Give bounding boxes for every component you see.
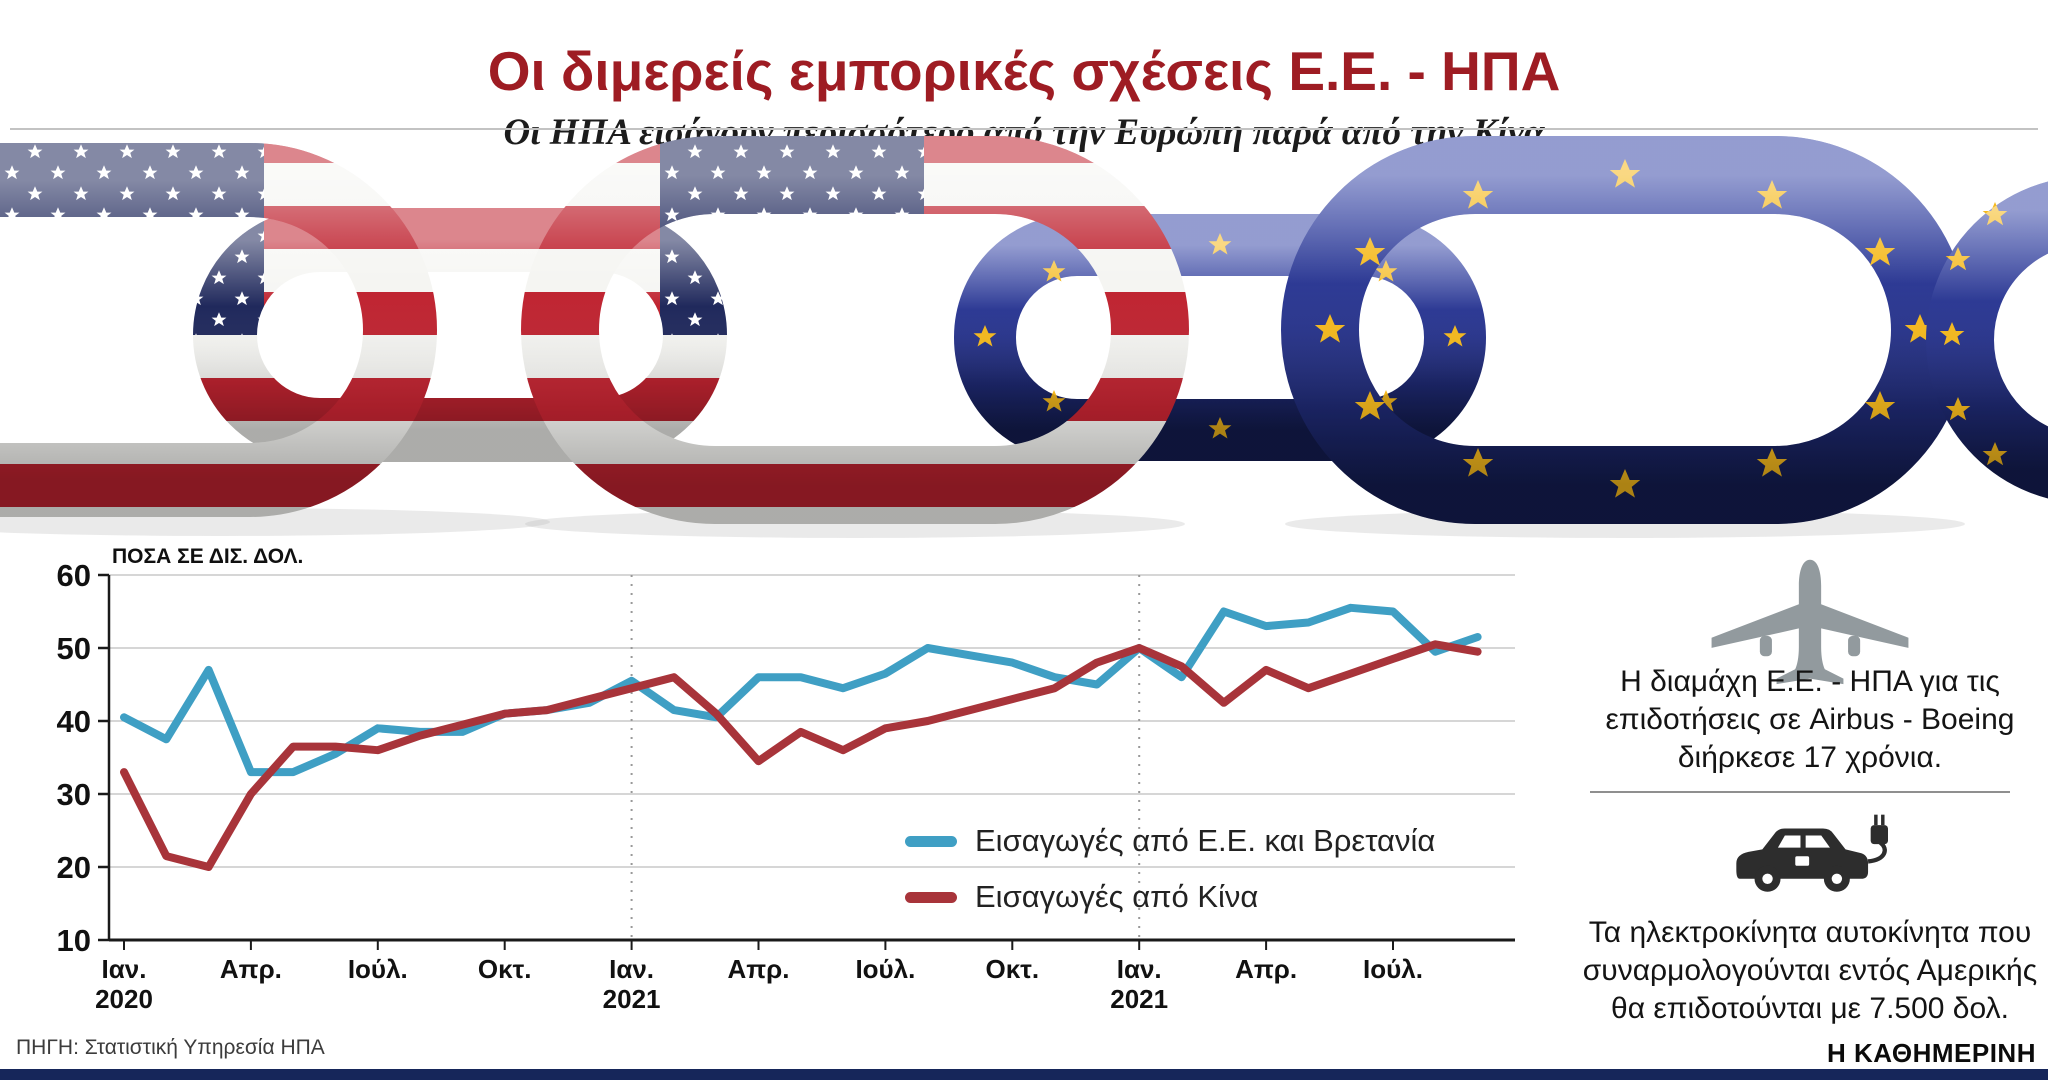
legend-label-eu-uk: Εισαγωγές από Ε.Ε. και Βρετανία xyxy=(975,823,1436,858)
source-note: ΠΗΓΗ: Στατιστική Υπηρεσία ΗΠΑ xyxy=(16,1036,325,1059)
svg-text:Απρ.: Απρ. xyxy=(1235,954,1297,984)
svg-text:60: 60 xyxy=(57,558,91,593)
us-chain-link xyxy=(521,136,1189,524)
subtitle-rule xyxy=(10,128,2038,130)
us-eu-chain-illustration xyxy=(0,136,2048,538)
svg-text:Ιαν.: Ιαν. xyxy=(609,954,654,984)
svg-text:10: 10 xyxy=(57,923,91,958)
eu-chain-link xyxy=(954,214,1486,461)
svg-text:Ιούλ.: Ιούλ. xyxy=(348,954,408,984)
airplane-icon xyxy=(1580,556,2040,691)
svg-text:50: 50 xyxy=(57,631,91,666)
svg-text:2021: 2021 xyxy=(1110,984,1168,1014)
svg-text:2021: 2021 xyxy=(603,984,661,1014)
svg-text:30: 30 xyxy=(57,777,91,812)
legend-swatch-eu-uk-icon xyxy=(905,835,957,847)
bottom-bar xyxy=(0,1069,2048,1080)
svg-text:Οκτ.: Οκτ. xyxy=(478,954,532,984)
svg-text:Απρ.: Απρ. xyxy=(220,954,282,984)
page-title: Οι διμερείς εμπορικές σχέσεις Ε.Ε. - ΗΠΑ xyxy=(487,39,1561,102)
chart-legend: Εισαγωγές από Ε.Ε. και Βρετανία Εισαγωγέ… xyxy=(905,823,1435,915)
svg-text:20: 20 xyxy=(57,850,91,885)
electric-car-icon xyxy=(1580,806,2040,915)
svg-text:2020: 2020 xyxy=(95,984,153,1014)
eu-chain-link xyxy=(1926,181,2048,499)
us-chain-link xyxy=(193,208,727,462)
legend-item-eu-uk: Εισαγωγές από Ε.Ε. και Βρετανία xyxy=(905,823,1435,859)
ev-subsidy-note: Τα ηλεκτροκίνητα αυτοκίνητα που συναρμολ… xyxy=(1582,916,2038,1026)
legend-swatch-china-icon xyxy=(905,891,957,903)
y-axis-unit-label: ΠΟΣΑ ΣΕ ΔΙΣ. ΔΟΛ. xyxy=(112,545,304,568)
us-chain-link xyxy=(0,143,437,517)
brand-logo: Η ΚΑΘΗΜΕΡΙΝΗ xyxy=(1827,1038,2036,1068)
legend-label-china: Εισαγωγές από Κίνα xyxy=(975,879,1259,914)
svg-text:Ιαν.: Ιαν. xyxy=(1117,954,1162,984)
svg-text:40: 40 xyxy=(57,704,91,739)
eu-chain-link xyxy=(1281,136,1969,524)
svg-text:Ιούλ.: Ιούλ. xyxy=(1363,954,1423,984)
svg-text:Απρ.: Απρ. xyxy=(728,954,790,984)
svg-text:Ιούλ.: Ιούλ. xyxy=(855,954,915,984)
svg-text:Οκτ.: Οκτ. xyxy=(986,954,1040,984)
series-line-1 xyxy=(120,640,1482,871)
legend-item-china: Εισαγωγές από Κίνα xyxy=(905,879,1435,915)
sidebar-divider xyxy=(1590,791,2010,793)
svg-text:Ιαν.: Ιαν. xyxy=(102,954,147,984)
airbus-boeing-note: Η διαμάχη Ε.Ε. - ΗΠΑ για τις επιδοτήσεις… xyxy=(1605,665,2015,775)
